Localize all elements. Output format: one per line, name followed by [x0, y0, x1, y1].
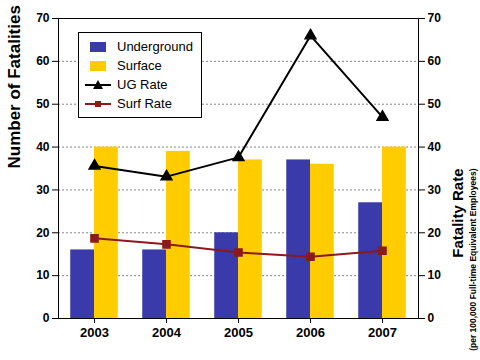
- svg-text:30: 30: [428, 183, 442, 197]
- html-text:Surf Rate: Surf Rate: [117, 96, 172, 111]
- svg-text:Number of Fatalities: Number of Fatalities: [5, 5, 24, 168]
- svg-text:50: 50: [36, 97, 50, 111]
- svg-text:10: 10: [428, 268, 442, 282]
- html-text:Underground: Underground: [117, 39, 193, 54]
- svg-text:2004: 2004: [152, 325, 182, 340]
- svg-text:20: 20: [428, 226, 442, 240]
- svg-text:70: 70: [428, 11, 442, 25]
- svg-text:60: 60: [36, 54, 50, 68]
- svg-text:40: 40: [36, 140, 50, 154]
- svg-text:Fatality Rate: Fatality Rate: [449, 169, 466, 258]
- svg-text:0: 0: [428, 311, 435, 325]
- svg-text:60: 60: [428, 54, 442, 68]
- svg-text:2003: 2003: [80, 325, 109, 340]
- svg-text:(per 100,000 Full-time Equival: (per 100,000 Full-time Equivalent Employ…: [468, 168, 478, 351]
- html-text:UG Rate: UG Rate: [117, 77, 168, 92]
- svg-text:30: 30: [36, 183, 50, 197]
- svg-text:50: 50: [428, 97, 442, 111]
- svg-text:2006: 2006: [296, 325, 325, 340]
- svg-text:40: 40: [428, 140, 442, 154]
- html-text:Surface: Surface: [117, 58, 162, 73]
- svg-text:2005: 2005: [224, 325, 253, 340]
- svg-text:0: 0: [43, 311, 50, 325]
- svg-text:70: 70: [36, 11, 50, 25]
- svg-text:10: 10: [36, 268, 50, 282]
- svg-text:2007: 2007: [368, 325, 397, 340]
- svg-text:20: 20: [36, 226, 50, 240]
